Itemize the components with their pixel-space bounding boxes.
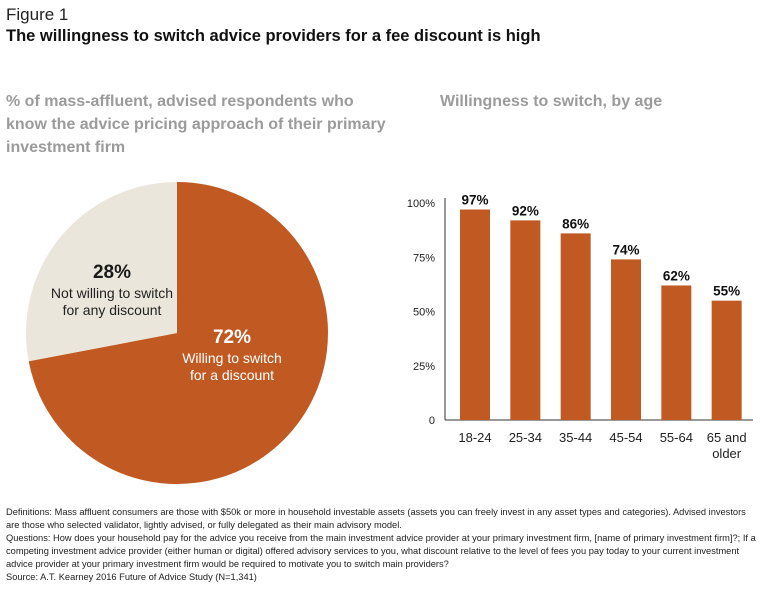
bar-chart: 0 25% 50% 75% 100% 97% 18-24 92% 25-34 86% 35-44 74… bbox=[407, 193, 753, 461]
bar bbox=[711, 300, 742, 420]
pie-chart-title: % of mass-affluent, advised respondents … bbox=[6, 93, 386, 156]
pie-value-label: 28% bbox=[93, 262, 131, 283]
bar-value-label: 97% bbox=[461, 193, 488, 208]
bar bbox=[460, 209, 490, 420]
y-tick-label: 0 bbox=[429, 415, 435, 427]
y-tick-label: 25% bbox=[413, 361, 435, 373]
x-tick-label: 65 and bbox=[707, 430, 747, 445]
source-note: Source: A.T. Kearney 2016 Future of Advi… bbox=[6, 572, 257, 582]
x-tick-label: 18-24 bbox=[458, 430, 491, 445]
bar-value-label: 55% bbox=[713, 284, 740, 299]
bar-value-label: 62% bbox=[663, 268, 690, 283]
bar-chart-title: Willingness to switch, by age bbox=[440, 93, 663, 110]
figure-title: The willingness to switch advice provide… bbox=[6, 27, 541, 45]
bar-value-label: 74% bbox=[612, 242, 639, 257]
definitions-note: Definitions: Mass affluent consumers are… bbox=[6, 507, 746, 530]
footnotes: Definitions: Mass affluent consumers are… bbox=[6, 506, 758, 584]
pie-slice-label: Willing to switch bbox=[182, 350, 282, 366]
pie-slice bbox=[28, 182, 329, 484]
pie-slice-label: Not willing to switch bbox=[51, 285, 173, 301]
y-tick-label: 100% bbox=[407, 198, 435, 210]
pie-slice bbox=[25, 182, 177, 362]
bar-value-label: 92% bbox=[512, 203, 539, 218]
x-tick-label: 55-64 bbox=[660, 430, 693, 445]
figure-label: Figure 1 bbox=[6, 5, 69, 24]
x-tick-label: 25-34 bbox=[509, 430, 542, 445]
bar bbox=[661, 285, 692, 420]
bar bbox=[510, 220, 541, 420]
bar-value-label: 86% bbox=[562, 216, 589, 231]
x-tick-label: 45-54 bbox=[609, 430, 642, 445]
y-tick-label: 75% bbox=[413, 252, 435, 264]
pie-value-label: 72% bbox=[213, 327, 251, 348]
bar bbox=[560, 233, 591, 420]
pie-slice-label: for a discount bbox=[190, 367, 274, 383]
questions-note: Questions: How does your household pay f… bbox=[6, 533, 756, 569]
pie-slice-label: for any discount bbox=[63, 302, 162, 318]
y-tick-label: 50% bbox=[413, 307, 435, 319]
bar bbox=[611, 259, 641, 420]
x-tick-label: older bbox=[712, 446, 742, 461]
x-tick-label: 35-44 bbox=[559, 430, 592, 445]
